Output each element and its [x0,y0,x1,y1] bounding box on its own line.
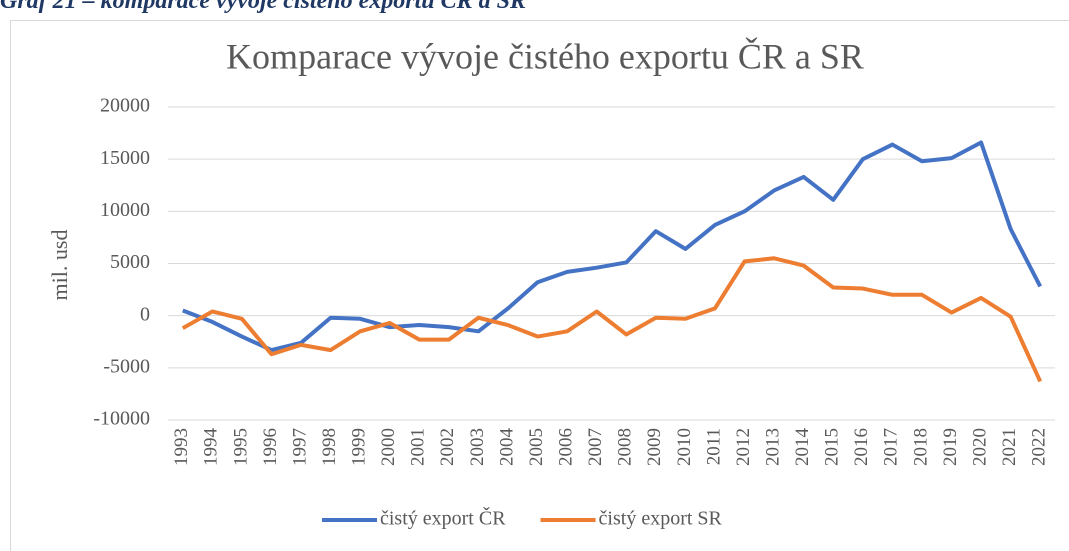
x-tick-label: 2007 [585,428,606,466]
x-tick-label: 2006 [556,428,577,466]
x-tick-label: 2014 [792,428,813,467]
y-axis-label: mil. usd [47,230,72,301]
x-tick-label: 1999 [349,428,370,466]
x-tick-label: 1997 [289,428,310,466]
x-tick-label: 2010 [674,428,695,466]
legend-label: čistý export ČR [380,506,506,530]
y-tick-label: 5000 [110,251,150,273]
y-tick-label: 10000 [100,199,150,221]
x-tick-label: 2017 [881,428,902,466]
x-tick-label: 2001 [408,428,429,466]
x-tick-label: 1993 [171,428,192,466]
x-tick-label: 2015 [822,428,843,466]
x-tick-label: 2020 [969,428,990,466]
x-tick-label: 2013 [762,428,783,466]
series-line [182,140,1042,353]
x-tick-label: 2008 [615,428,636,466]
y-tick-label: 0 [140,303,150,325]
legend-label: čistý export SR [599,508,723,530]
chart-border [10,20,1069,551]
x-tick-label: 2011 [703,428,724,465]
y-tick-label: 20000 [100,95,150,117]
x-tick-label: 2022 [1029,428,1050,466]
x-tick-label: 1995 [230,428,251,466]
x-tick-label: 1994 [201,428,222,467]
chart-title: Komparace vývoje čistého exportu ČR a SR [226,36,864,76]
series-line [181,256,1043,383]
caption: Graf 21 – komparace vývoje čistého expor… [0,0,526,14]
x-tick-label: 2000 [378,428,399,466]
x-tick-label: 2021 [999,428,1020,466]
x-tick-label: 2018 [910,428,931,466]
x-tick-label: 2003 [467,428,488,466]
x-tick-label: 2005 [526,428,547,466]
x-tick-label: 2004 [496,428,517,467]
y-tick-label: -10000 [93,408,150,430]
x-tick-label: 2009 [644,428,665,466]
x-tick-label: 1996 [260,428,281,466]
y-tick-label: -5000 [103,355,150,377]
y-tick-label: 15000 [100,147,150,169]
x-tick-label: 1998 [319,428,340,466]
x-tick-label: 2019 [940,428,961,466]
x-tick-label: 2012 [733,428,754,466]
x-tick-label: 2016 [851,428,872,466]
x-tick-label: 2002 [437,428,458,466]
